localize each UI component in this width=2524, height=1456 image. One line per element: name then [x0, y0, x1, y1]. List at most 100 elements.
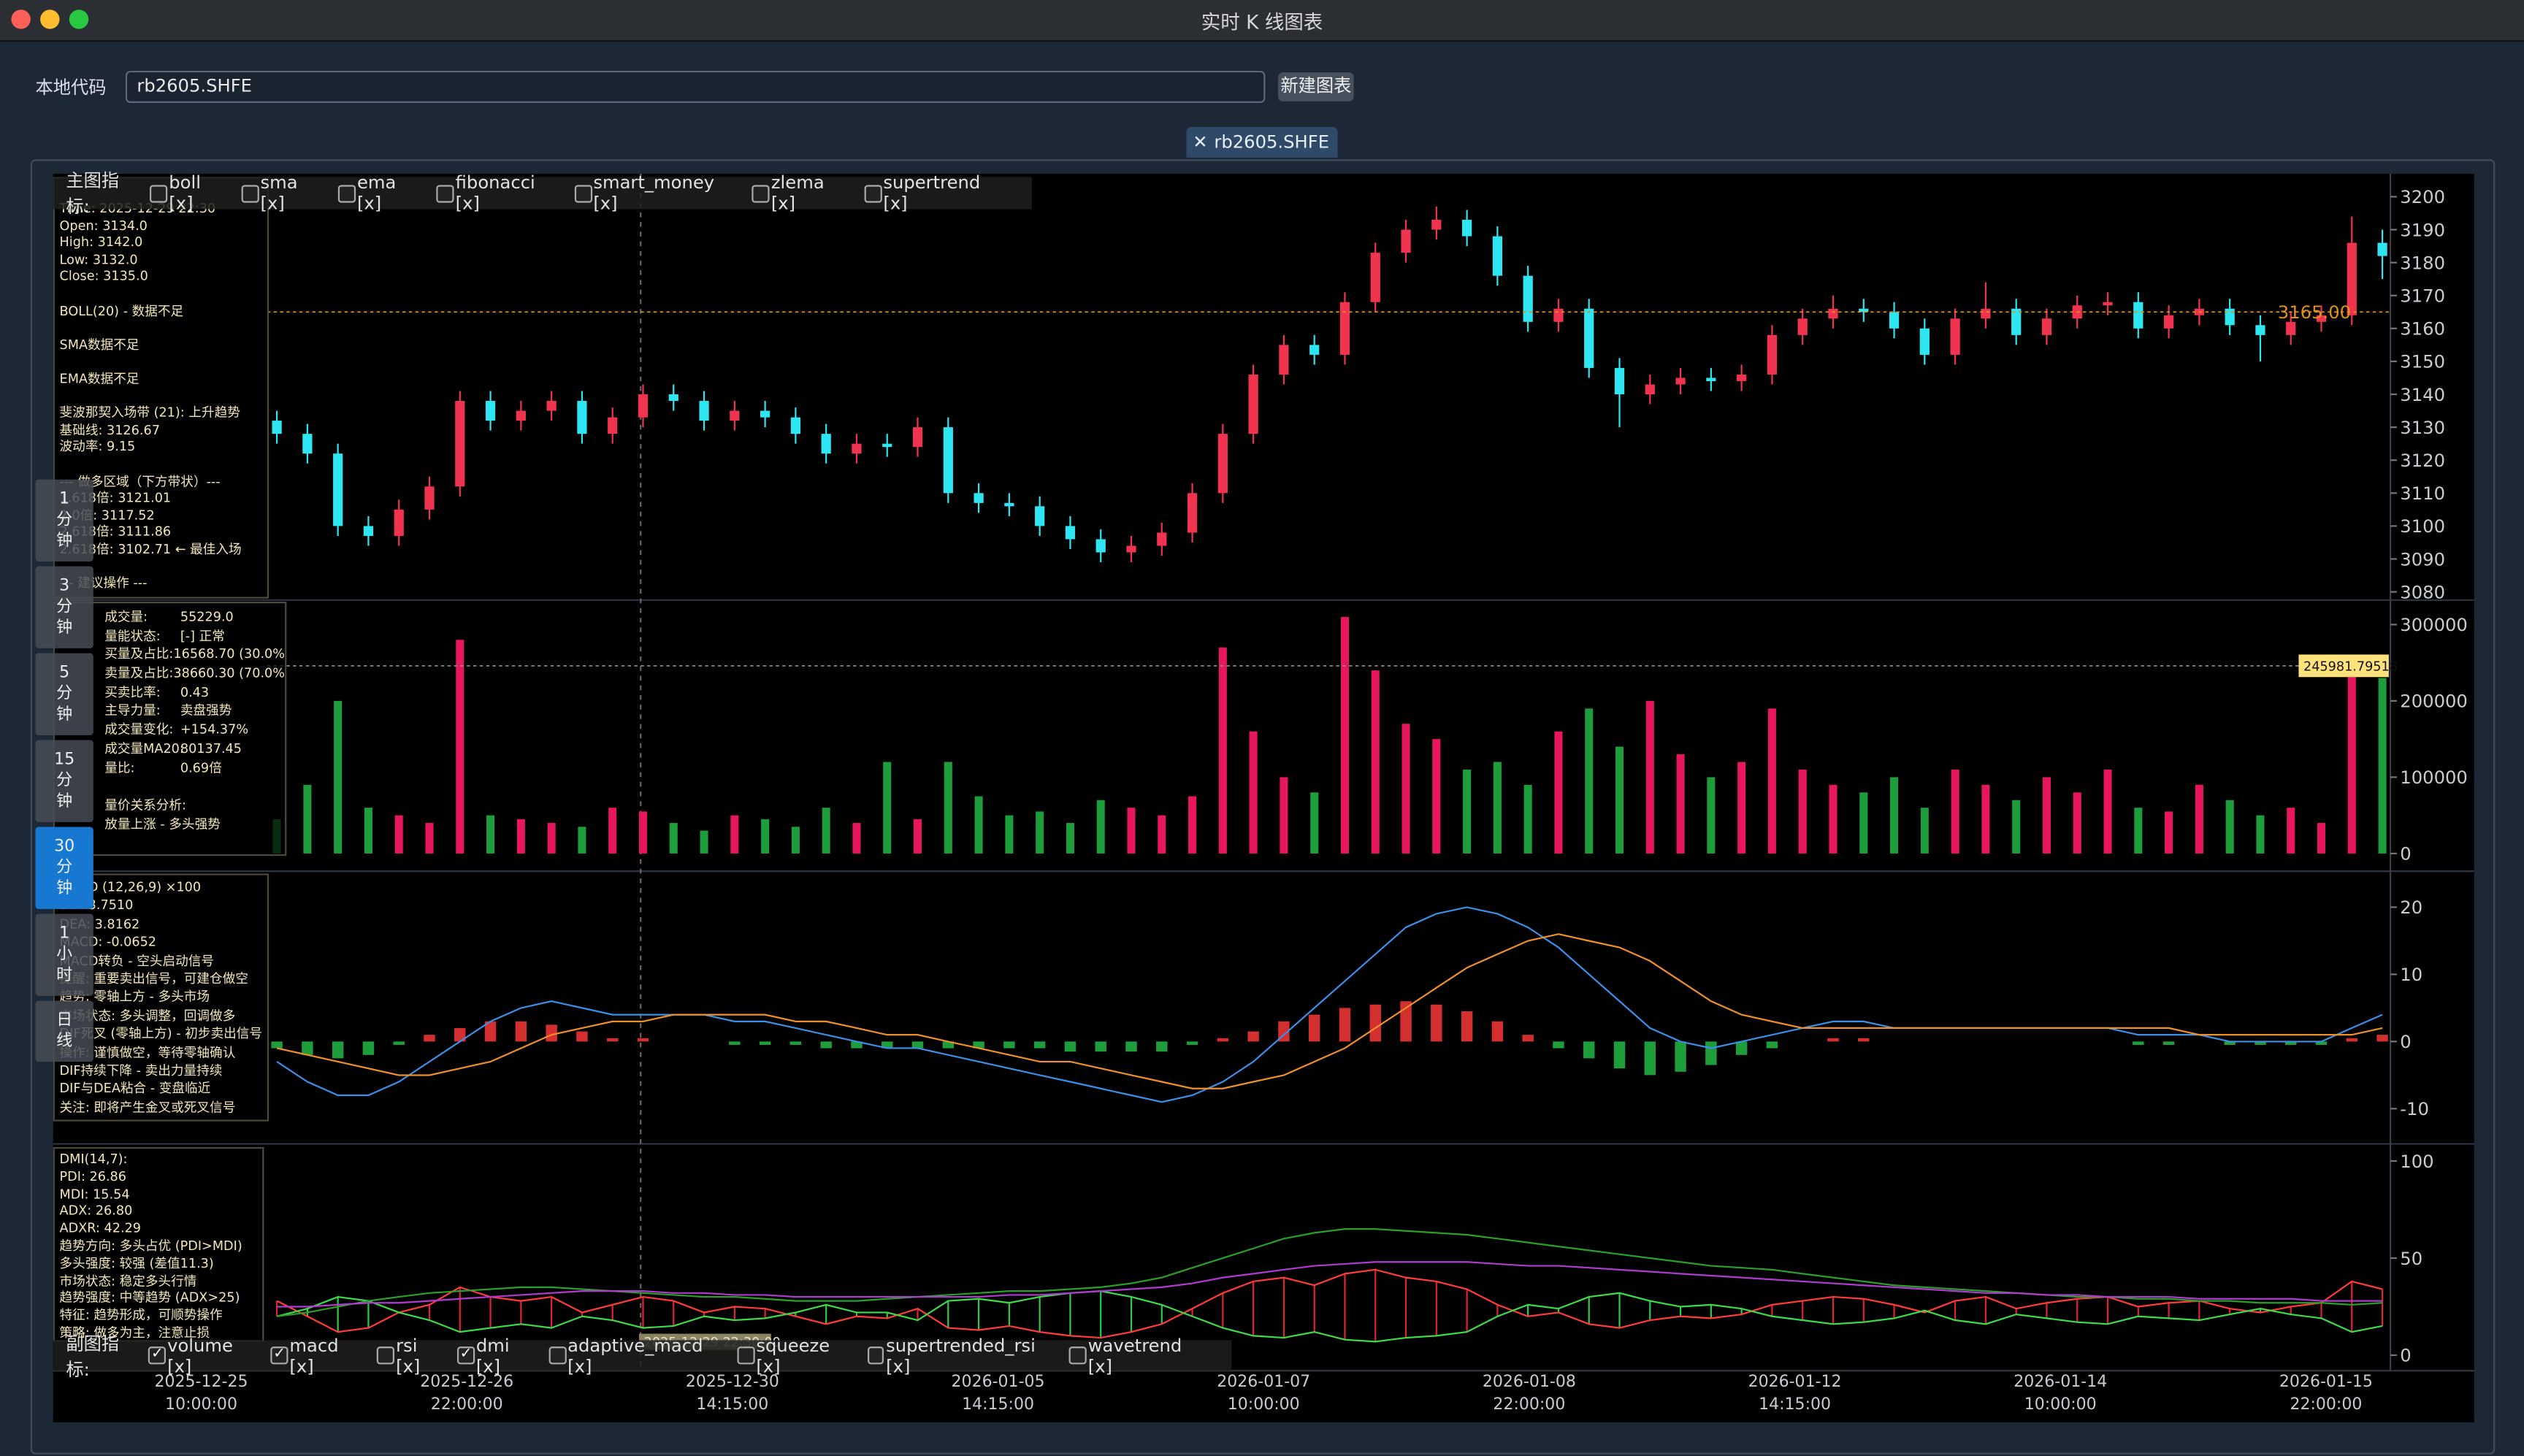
info-key: 卖量及占比:: [104, 666, 174, 681]
y-tick-label: 3200: [2400, 186, 2445, 207]
histogram-bar: [1156, 1041, 1168, 1052]
checkbox-box[interactable]: [548, 1346, 566, 1365]
checkbox-box[interactable]: [150, 184, 168, 202]
histogram-bar: [1400, 1001, 1412, 1042]
histogram-bar: [271, 1041, 283, 1049]
x-tick-time: 14:15:00: [962, 1395, 1034, 1414]
checkbox-box[interactable]: [737, 1346, 755, 1365]
info-line: 操作: 谨慎做空，等待零轴确认: [59, 1045, 236, 1060]
checkbox-box[interactable]: [377, 1346, 394, 1365]
x-tick-date: 2026-01-12: [1748, 1373, 1842, 1391]
y-tick-label: 3120: [2400, 450, 2445, 471]
indicator-checkbox[interactable]: supertrended_rsi [x]: [867, 1335, 1057, 1376]
indicator-checkbox[interactable]: supertrend [x]: [864, 172, 1006, 214]
volume-bar: [1005, 815, 1014, 854]
indicator-checkbox[interactable]: macd [x]: [270, 1335, 364, 1376]
histogram-bar: [2285, 1041, 2297, 1045]
volume-bar: [2195, 784, 2203, 854]
indicator-checkbox[interactable]: fibonacci [x]: [436, 172, 562, 214]
reference-label: 3165.00: [2278, 302, 2351, 323]
candle-body: [1187, 493, 1198, 533]
candle-body: [2347, 242, 2357, 315]
info-line: DIF持续下降 - 卖出力量持续: [59, 1063, 223, 1078]
indicator-checkbox[interactable]: zlema [x]: [752, 172, 852, 214]
close-button[interactable]: [11, 9, 31, 29]
indicator-checkbox[interactable]: smart_money [x]: [574, 172, 740, 214]
volume-bar: [547, 823, 556, 854]
chart-tab[interactable]: ✕ rb2605.SHFE: [1186, 127, 1338, 158]
volume-bar: [852, 823, 861, 854]
indicator-checkbox[interactable]: rsi [x]: [377, 1335, 445, 1376]
volume-bar: [1432, 739, 1441, 854]
indicator-checkbox[interactable]: sma [x]: [241, 172, 326, 214]
checkbox-box[interactable]: [867, 1346, 884, 1365]
checkbox-box[interactable]: [148, 1346, 166, 1365]
info-line: DMI(14,7):: [59, 1152, 128, 1167]
checkbox-box[interactable]: [270, 1346, 288, 1365]
volume-bar: [1096, 800, 1105, 854]
candle-body: [1981, 308, 1991, 319]
info-value: 38660.30 (70.0%): [173, 666, 287, 681]
x-tick-time: 22:00:00: [1493, 1395, 1565, 1414]
volume-bar: [730, 815, 739, 854]
histogram-bar: [1705, 1041, 1717, 1065]
checkbox-box[interactable]: [864, 184, 882, 202]
info-value: 卖盘强势: [180, 703, 232, 719]
indicator-checkbox[interactable]: squeeze [x]: [737, 1335, 854, 1376]
tab-close[interactable]: ✕: [1193, 131, 1208, 153]
histogram-bar: [484, 1021, 497, 1042]
histogram-bar: [2162, 1041, 2175, 1045]
volume-bar: [1890, 777, 1899, 854]
timeframe-button[interactable]: 1分钟: [35, 479, 93, 562]
x-tick-date: 2025-12-26: [420, 1373, 513, 1391]
histogram-bar: [2315, 1041, 2328, 1045]
candle-body: [974, 493, 984, 503]
indicator-checkbox[interactable]: ema [x]: [338, 172, 424, 214]
volume-bar: [2378, 678, 2387, 854]
checkbox-box[interactable]: [574, 184, 592, 202]
checkbox-box[interactable]: [436, 184, 454, 202]
candle-body: [1919, 328, 1930, 355]
checkbox-box[interactable]: [338, 184, 356, 202]
volume-bar: [1218, 647, 1227, 854]
timeframe-button[interactable]: 15分钟: [35, 740, 93, 822]
checkbox-box[interactable]: [241, 184, 259, 202]
volume-bar: [1615, 746, 1624, 854]
minimize-button[interactable]: [40, 9, 60, 29]
new-chart-button[interactable]: 新建图表: [1278, 72, 1354, 101]
timeframe-button[interactable]: 30分钟: [35, 827, 93, 909]
info-line: 趋势方向: 多头占优 (PDI>MDI): [59, 1238, 242, 1254]
candle-body: [516, 410, 526, 421]
volume-bar: [1340, 616, 1349, 854]
candle-body: [1645, 384, 1655, 395]
histogram-bar: [1247, 1031, 1259, 1042]
indicator-checkbox[interactable]: volume [x]: [148, 1335, 259, 1376]
zoom-button[interactable]: [69, 9, 89, 29]
candle-body: [2041, 318, 2052, 335]
indicator-checkbox[interactable]: boll [x]: [150, 172, 229, 214]
volume-bar: [1798, 769, 1807, 854]
checkbox-box[interactable]: [1069, 1346, 1087, 1365]
timeframe-button[interactable]: 1小时: [35, 913, 93, 996]
indicator-checkbox[interactable]: dmi [x]: [457, 1335, 536, 1376]
indicator-checkbox[interactable]: adaptive_macd [x]: [548, 1335, 725, 1376]
code-input[interactable]: rb2605.SHFE: [125, 70, 1266, 104]
candle-body: [638, 394, 649, 418]
timeframe-button[interactable]: 5分钟: [35, 653, 93, 735]
info-group: 成交量: 55229.0 量能状态: [-] 正常 买量及占比: 16568.70 (30…: [60, 608, 287, 778]
checkbox-box[interactable]: [752, 184, 770, 202]
volume-bar: [2134, 808, 2143, 854]
candle-body: [1797, 318, 1808, 335]
candle-body: [1035, 506, 1045, 526]
volume-bar: [1280, 777, 1288, 854]
x-tick-date: 2026-01-15: [2279, 1373, 2373, 1391]
indicator-checkbox[interactable]: wavetrend [x]: [1069, 1335, 1206, 1376]
info-key: 买量及占比:: [104, 647, 174, 662]
timeframe-button[interactable]: 日线: [35, 1000, 93, 1062]
info-key: 买卖比率:: [104, 685, 161, 700]
timeframe-button[interactable]: 3分钟: [35, 566, 93, 648]
volume-bar: [2103, 769, 2112, 854]
checkbox-box[interactable]: [457, 1346, 475, 1365]
info-row: 成交量: 55229.0: [60, 608, 286, 627]
sub-indicator-bar: 副图指标: volume [x] macd [x] rsi [x] dmi [x] ada…: [53, 1333, 1232, 1379]
